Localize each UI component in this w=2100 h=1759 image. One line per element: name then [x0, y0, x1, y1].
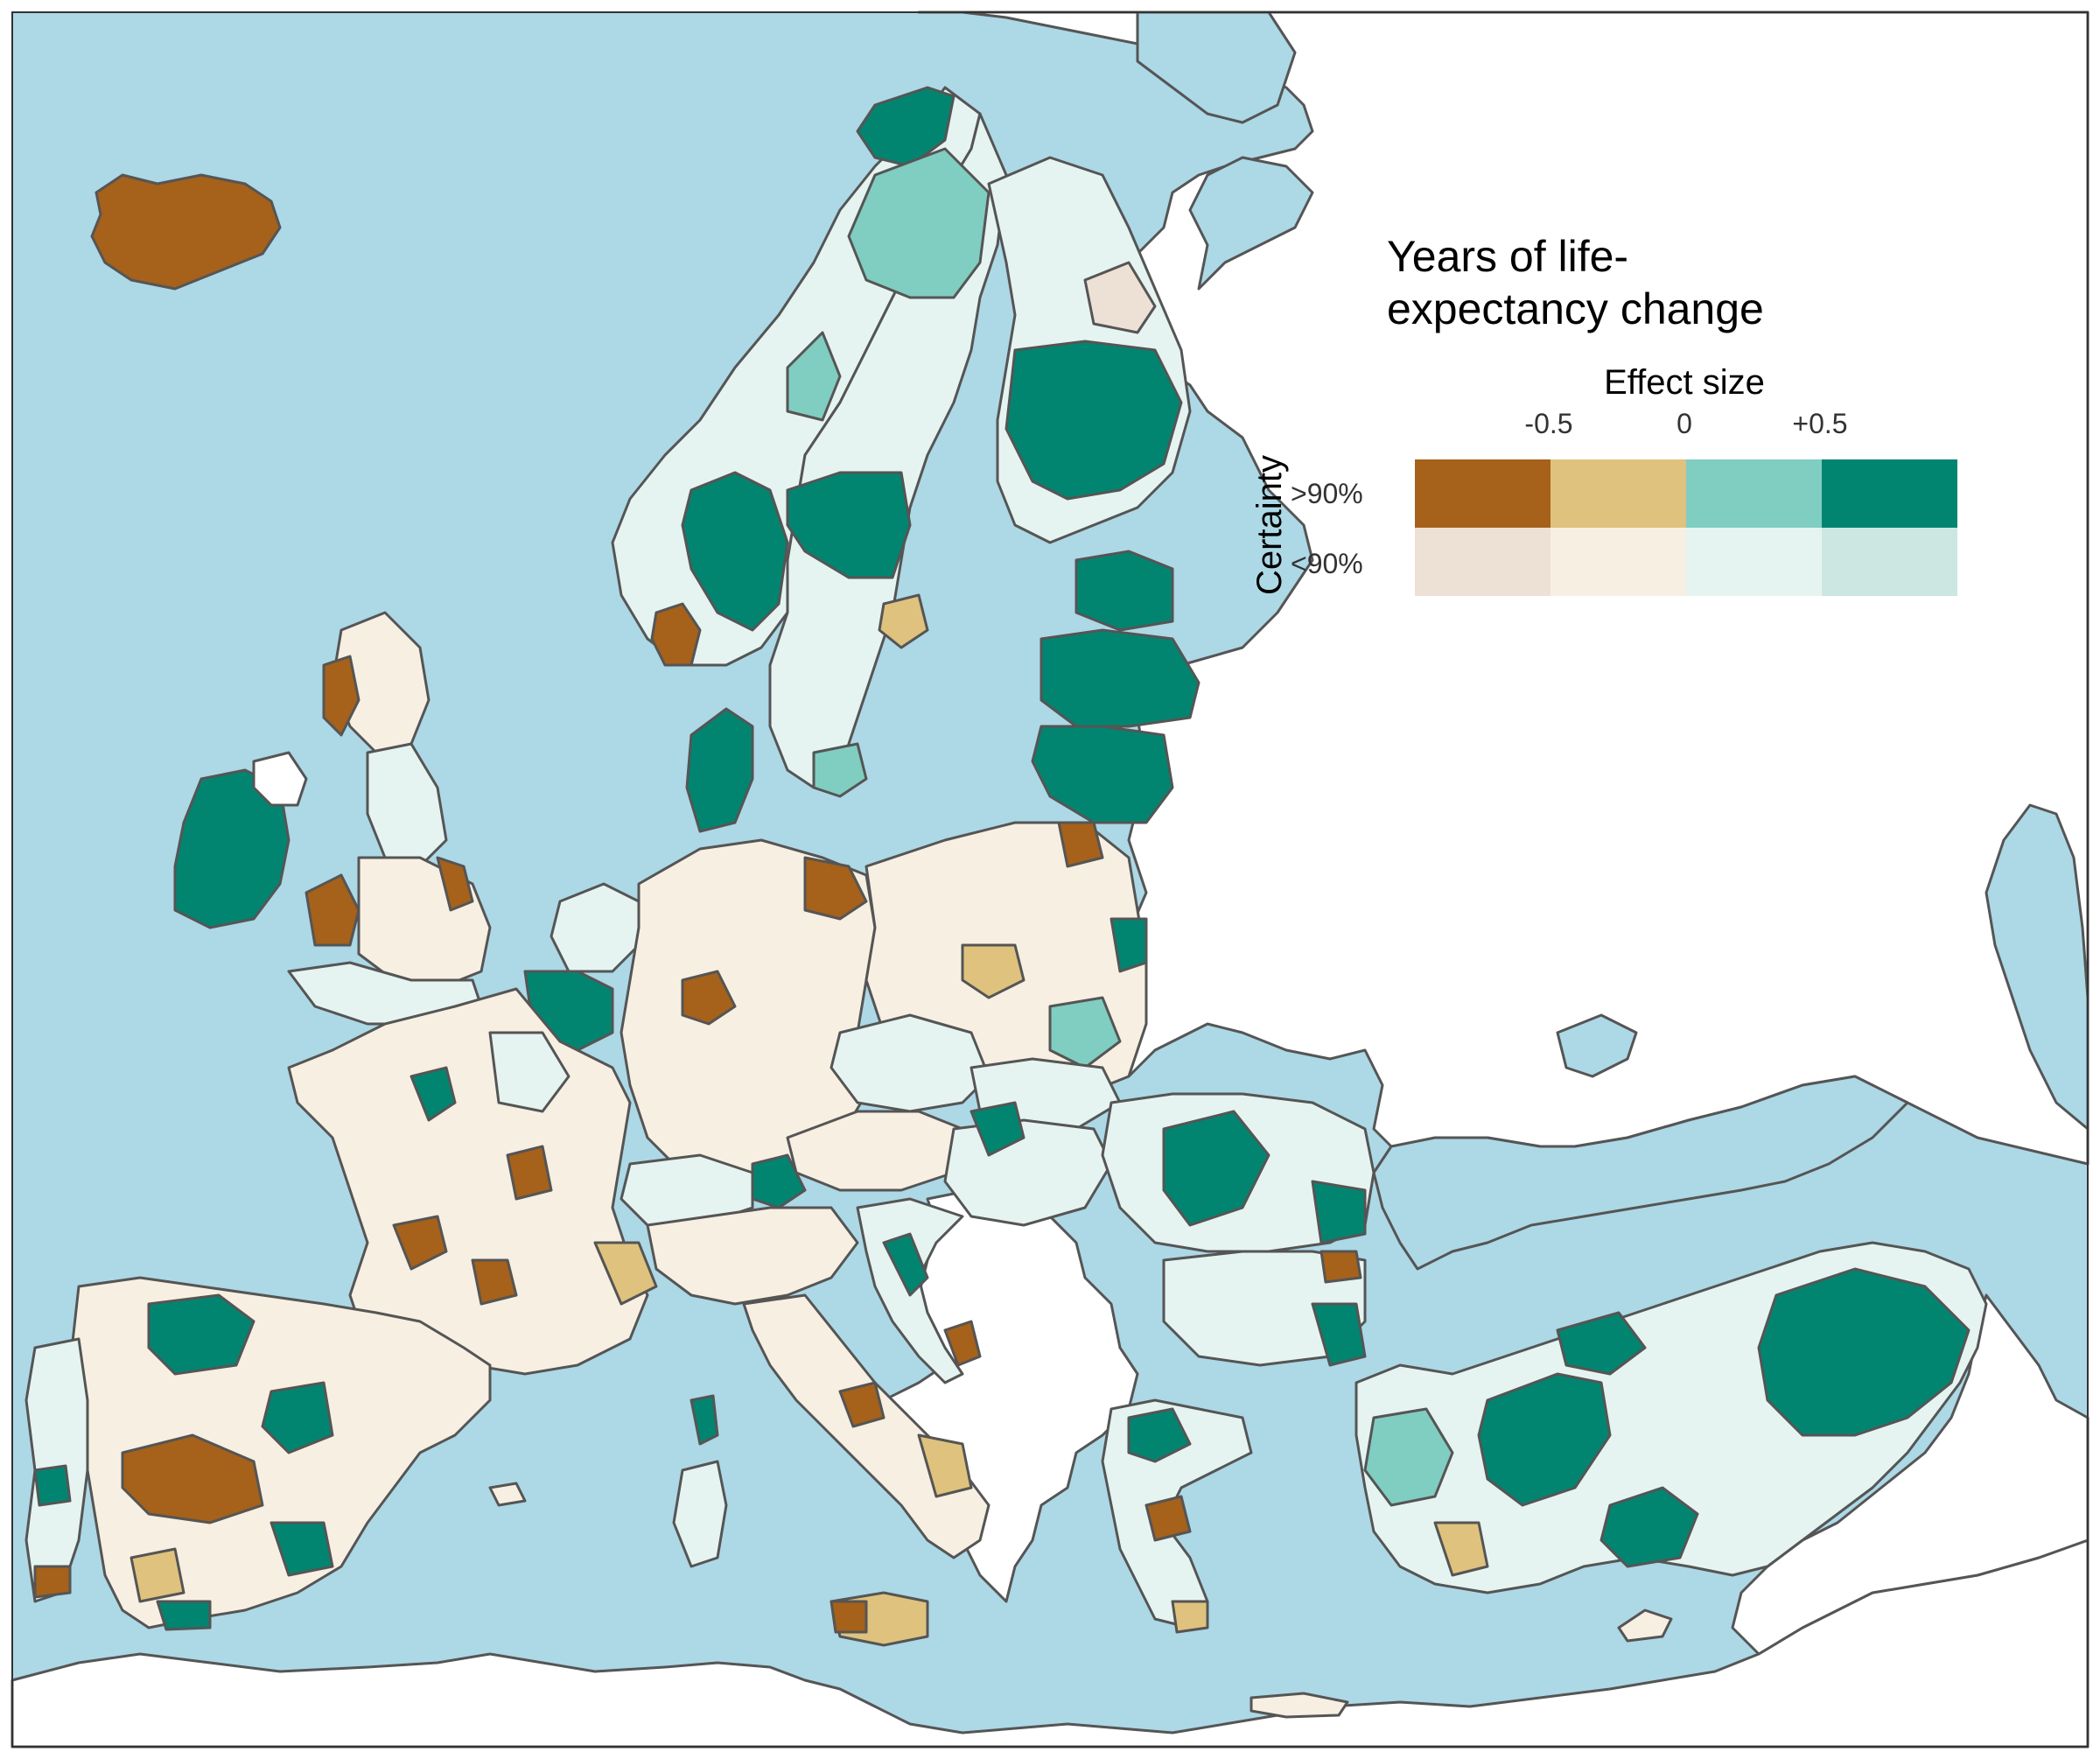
region-croatia-south [943, 1320, 982, 1367]
legend-swatch-low-0 [1415, 528, 1550, 596]
legend: Years of life- expectancy change Effect … [1250, 232, 1957, 596]
legend-swatch-high-0 [1415, 459, 1550, 528]
region-norway-central [786, 331, 842, 422]
region-turkey-central [1477, 1372, 1612, 1507]
black-sea [1372, 1075, 1909, 1271]
region-france-south-west [392, 1215, 448, 1271]
white-sea [1188, 156, 1314, 291]
region-turkey-south-west [1433, 1521, 1489, 1577]
region-poland-south [1048, 996, 1122, 1069]
region-estonia [1074, 550, 1174, 632]
region-balearics [488, 1482, 527, 1507]
legend-tick-zero: 0 [1676, 408, 1692, 439]
region-corsica [690, 1394, 719, 1446]
region-italy-south [917, 1433, 973, 1498]
legend-row-low: <90% [1291, 548, 1363, 579]
inland-seas [1136, 11, 2090, 1271]
region-finland-east [1083, 261, 1157, 334]
region-norway-south-west [681, 471, 789, 632]
region-spain-east [261, 1381, 334, 1454]
region-turkey-east [1757, 1267, 1970, 1437]
region-turkey-west [1363, 1407, 1454, 1507]
region-spain-south [130, 1547, 186, 1603]
legend-title-line2: expectancy change [1387, 284, 1764, 333]
region-latvia [1040, 628, 1200, 728]
region-bulgaria-east [1311, 1302, 1367, 1367]
azov-sea [1556, 1013, 1638, 1078]
region-france-centre [506, 1145, 553, 1201]
region-france-south [471, 1258, 518, 1306]
region-turkey-south [1600, 1486, 1699, 1568]
legend-swatch-low-1 [1550, 528, 1686, 596]
legend-swatch-low-2 [1686, 528, 1822, 596]
region-spain-north [147, 1293, 256, 1376]
region-italy-centre [838, 1381, 886, 1428]
map-frame [11, 11, 2089, 1748]
legend-swatch-high-3 [1822, 459, 1957, 528]
region-italy-peninsula [742, 1293, 990, 1559]
region-portugal-north [33, 1464, 72, 1507]
region-wales [304, 873, 360, 947]
region-sweden-mid [786, 471, 912, 579]
region-spain-andalusia [156, 1600, 212, 1631]
legend-row-high: >90% [1291, 478, 1363, 509]
region-greece-west [1144, 1495, 1192, 1542]
region-northern-england [366, 742, 448, 868]
region-italy-north [646, 1206, 859, 1306]
region-lithuania [1031, 725, 1174, 824]
legend-effect-size-label: Effect size [1604, 363, 1765, 402]
region-romania-east [1311, 1180, 1367, 1244]
region-scotland-west [322, 655, 360, 737]
region-france-alps [593, 1241, 658, 1306]
region-sweden-east [878, 593, 929, 649]
barents-sea-inlet [1136, 11, 1297, 124]
legend-tick-pos: +0.5 [1792, 408, 1847, 439]
region-france-north [488, 1031, 570, 1113]
region-northern-ireland [252, 751, 308, 807]
region-sweden-south [812, 742, 868, 798]
legend-swatch-low-3 [1822, 528, 1957, 596]
region-cyprus [1617, 1608, 1673, 1643]
region-france-west [410, 1066, 457, 1122]
legend-title-line1: Years of life- [1387, 232, 1628, 281]
region-england-east [436, 856, 474, 912]
region-germany-north [803, 856, 868, 921]
region-denmark [685, 707, 754, 833]
region-greece-south [1171, 1600, 1209, 1634]
region-romania-centre [1162, 1110, 1270, 1227]
region-sardinia [672, 1460, 728, 1568]
region-poland-east [1110, 917, 1148, 973]
legend-swatch-high-1 [1550, 459, 1686, 528]
region-germany-central [681, 970, 737, 1026]
region-sicily-west [830, 1600, 868, 1634]
region-poland-central [961, 943, 1026, 999]
region-poland-north [1057, 821, 1104, 868]
legend-tick-neg: -0.5 [1524, 408, 1572, 439]
region-hungary-east [970, 1101, 1026, 1157]
data-regions [24, 86, 1988, 1719]
region-iceland [90, 173, 282, 291]
legend-swatch-high-2 [1686, 459, 1822, 528]
region-greece-north [1127, 1407, 1192, 1463]
legend-swatches [1415, 459, 1957, 596]
region-sweden-north [847, 147, 990, 299]
region-bulgaria-north [1320, 1250, 1362, 1284]
region-turkey-north [1556, 1311, 1647, 1376]
legend-certainty-label: Certainty [1250, 455, 1289, 595]
region-portugal-south [33, 1565, 72, 1599]
region-netherlands [550, 882, 640, 973]
region-crete [1250, 1692, 1349, 1719]
region-finland-central [1004, 340, 1183, 501]
region-norway-north [856, 86, 956, 168]
region-norway-south [650, 602, 702, 667]
region-spain-central [121, 1433, 264, 1524]
region-spain-south-east [270, 1521, 334, 1577]
region-croatia-coast [882, 1232, 929, 1297]
region-czechia [830, 1013, 990, 1113]
